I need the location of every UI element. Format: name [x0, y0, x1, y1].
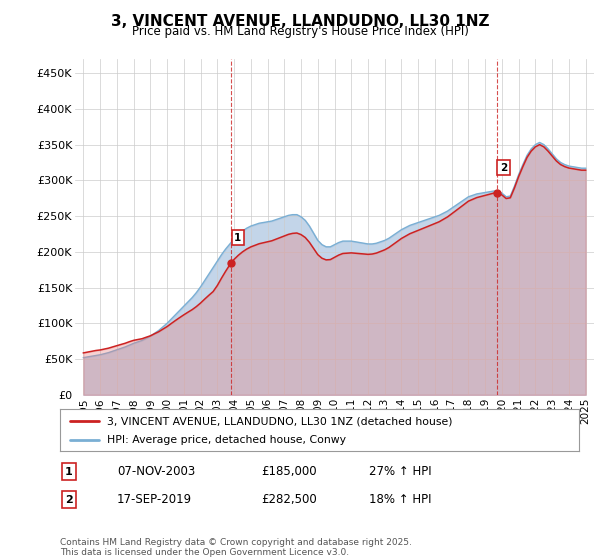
Text: 17-SEP-2019: 17-SEP-2019	[117, 493, 192, 506]
Text: 07-NOV-2003: 07-NOV-2003	[117, 465, 195, 478]
Text: Contains HM Land Registry data © Crown copyright and database right 2025.
This d: Contains HM Land Registry data © Crown c…	[60, 538, 412, 557]
Text: 3, VINCENT AVENUE, LLANDUDNO, LL30 1NZ: 3, VINCENT AVENUE, LLANDUDNO, LL30 1NZ	[111, 14, 489, 29]
Text: 18% ↑ HPI: 18% ↑ HPI	[369, 493, 431, 506]
Text: 2: 2	[500, 163, 507, 173]
Text: 1: 1	[234, 232, 242, 242]
Text: 27% ↑ HPI: 27% ↑ HPI	[369, 465, 431, 478]
Text: 3, VINCENT AVENUE, LLANDUDNO, LL30 1NZ (detached house): 3, VINCENT AVENUE, LLANDUDNO, LL30 1NZ (…	[107, 417, 452, 426]
Text: 1: 1	[65, 466, 73, 477]
Text: £185,000: £185,000	[261, 465, 317, 478]
Text: £282,500: £282,500	[261, 493, 317, 506]
Text: Price paid vs. HM Land Registry's House Price Index (HPI): Price paid vs. HM Land Registry's House …	[131, 25, 469, 38]
Text: 2: 2	[65, 494, 73, 505]
Text: HPI: Average price, detached house, Conwy: HPI: Average price, detached house, Conw…	[107, 435, 346, 445]
